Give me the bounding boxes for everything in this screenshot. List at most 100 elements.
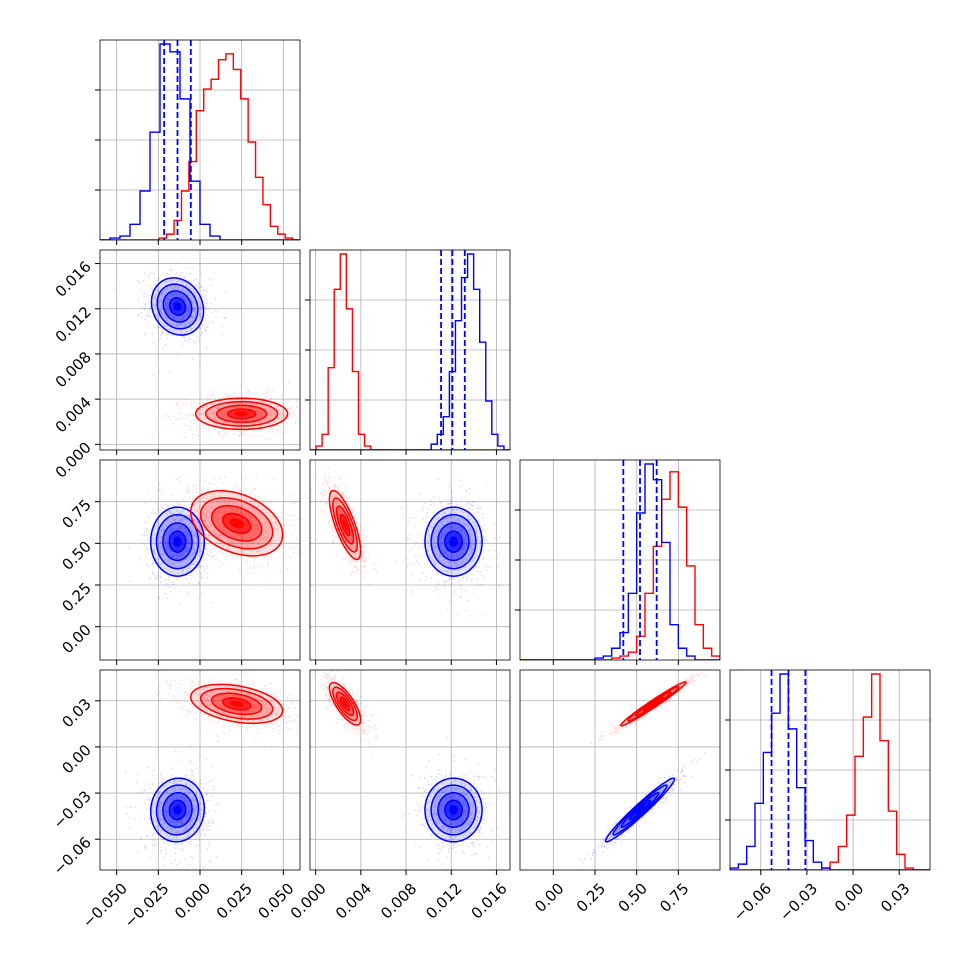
contour_red-0-1-1 — [204, 400, 279, 427]
y-tick-label-1-1: 0.004 — [52, 393, 95, 436]
contour_red-0-2-2 — [210, 504, 263, 542]
hist-panel-2 — [515, 459, 721, 661]
scatter_red-0-3 — [157, 671, 300, 748]
hist-panel-0 — [95, 39, 301, 241]
x-tick-label-0-0: −0.050 — [79, 880, 131, 932]
contour_red-0-3-3 — [221, 697, 252, 711]
scatter_blue-1-2 — [395, 478, 501, 617]
hist-blue-2 — [520, 463, 720, 660]
core_red-0-3 — [229, 700, 244, 707]
contour_red-2-3-2 — [634, 691, 672, 717]
hist-panel-1 — [305, 249, 511, 451]
hist-blue-3 — [730, 673, 930, 870]
y-tick-label-1-2: 0.008 — [52, 348, 95, 391]
axes-frame-3-3 — [729, 669, 931, 871]
x-tick-label-2-0: 0.00 — [531, 880, 567, 916]
contour_red-0-1-3 — [226, 408, 257, 420]
y-tick-label-3-1: −0.03 — [50, 787, 95, 832]
contour_red-0-3-0 — [189, 683, 284, 725]
hist-blue-0 — [100, 43, 300, 240]
hist-red-3 — [730, 673, 930, 870]
contour_red-0-3-1 — [199, 687, 274, 720]
contour_blue-0-1-0 — [150, 277, 205, 336]
core_blue-1-2 — [449, 536, 458, 547]
x-tick-label-0-2: 0.000 — [171, 880, 214, 923]
y-tick-label-1-3: 0.012 — [52, 303, 95, 346]
contour_red-1-3-3 — [339, 696, 351, 712]
x-tick-label-2-2: 0.50 — [615, 880, 651, 916]
panel-content-0-2 — [100, 460, 300, 660]
x-tick-label-3-2: 0.00 — [831, 880, 867, 916]
x-tick-label-3-1: −0.03 — [776, 880, 821, 925]
scatter_blue-0-2 — [128, 481, 226, 604]
contour_blue-1-3-2 — [437, 791, 470, 829]
x-tick-label-2-1: 0.25 — [573, 880, 609, 916]
x-tick-label-1-4: 0.016 — [468, 880, 511, 923]
panel-content-2-3 — [520, 670, 720, 870]
contour_blue-0-3-0 — [149, 777, 206, 843]
scatter-panel-2-3 — [519, 669, 721, 871]
contour_red-1-2-0 — [328, 489, 362, 561]
axes-frame-1-1 — [309, 249, 511, 451]
contour_red-0-1-2 — [215, 404, 268, 424]
contour_blue-2-3-1 — [612, 784, 668, 836]
hist-red-0 — [100, 53, 300, 240]
core_red-1-2 — [342, 519, 348, 531]
contour_red-0-2-3 — [221, 512, 252, 534]
axes-frame-2-2 — [519, 459, 721, 661]
core_blue-1-3 — [449, 805, 458, 815]
x-tick-label-0-1: −0.025 — [121, 880, 173, 932]
contour_blue-0-2-3 — [168, 530, 187, 553]
hist-red-1 — [310, 253, 510, 450]
hist-red-2 — [520, 471, 720, 660]
y-tick-label-2-0: 0.00 — [58, 621, 94, 657]
contour_red-0-1-0 — [194, 397, 289, 431]
panel-content-1-3 — [310, 670, 510, 870]
core_blue-2-3 — [634, 805, 646, 815]
core_red-1-3 — [342, 700, 348, 708]
y-tick-label-1-0: 0.000 — [52, 438, 95, 481]
contour_red-0-3-2 — [210, 692, 263, 716]
contour_blue-0-1-3 — [168, 297, 187, 316]
contour_red-1-3-0 — [328, 681, 362, 726]
contour_red-0-2-0 — [189, 490, 284, 557]
y-tick-label-3-3: 0.03 — [58, 695, 94, 731]
scatter-panel-1-2 — [309, 459, 511, 661]
scatter_red-0-1 — [151, 381, 299, 441]
y-tick-label-3-0: −0.06 — [50, 833, 95, 878]
contour_red-2-3-1 — [626, 685, 680, 722]
scatter-panel-0-2 — [99, 459, 301, 661]
panel-content-0-3 — [100, 670, 300, 870]
core_blue-0-2 — [173, 536, 182, 547]
x-tick-label-1-0: 0.000 — [287, 880, 330, 923]
core_blue-0-3 — [173, 805, 182, 815]
y-tick-label-3-2: 0.00 — [58, 741, 94, 777]
contour_blue-2-3-0 — [604, 777, 676, 843]
contour_blue-1-2-3 — [444, 530, 463, 553]
contour_blue-1-2-0 — [424, 506, 483, 577]
scatter_red-0-2 — [146, 468, 300, 589]
y-tick-label-2-2: 0.50 — [58, 537, 94, 573]
core_red-0-1 — [234, 411, 249, 417]
x-tick-label-0-3: 0.025 — [213, 880, 256, 923]
contour_blue-2-3-3 — [628, 799, 652, 821]
contour_red-1-2-1 — [332, 497, 358, 553]
contour_blue-0-1-2 — [162, 290, 193, 323]
x-tick-label-1-3: 0.012 — [422, 880, 465, 923]
contour_blue-0-2-1 — [155, 513, 200, 570]
contour_red-2-3-0 — [620, 681, 687, 727]
x-tick-label-0-4: 0.050 — [254, 880, 297, 923]
contour_red-1-2-3 — [339, 513, 351, 537]
x-tick-label-1-2: 0.008 — [377, 880, 420, 923]
contour_red-0-2-1 — [199, 497, 274, 550]
contour_blue-0-3-2 — [162, 791, 193, 829]
contour_blue-0-1-1 — [156, 283, 199, 330]
axes-frame-1-3 — [309, 669, 511, 871]
x-tick-label-2-3: 0.75 — [656, 880, 692, 916]
axes-frame-1-2 — [309, 459, 511, 661]
scatter-panel-0-1 — [99, 249, 301, 451]
axes-frame-2-3 — [519, 669, 721, 871]
contour_blue-1-3-3 — [444, 799, 463, 821]
contour_red-2-3-3 — [642, 696, 665, 712]
contour_blue-2-3-2 — [620, 791, 660, 829]
